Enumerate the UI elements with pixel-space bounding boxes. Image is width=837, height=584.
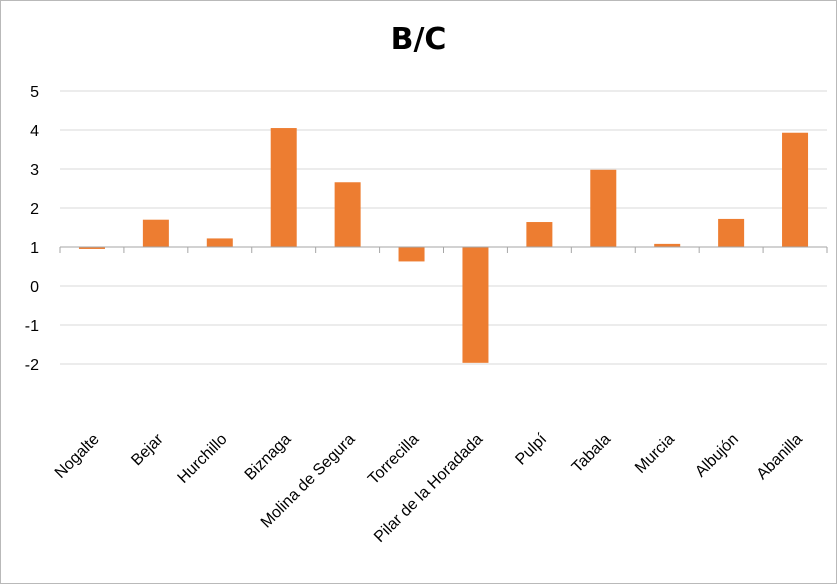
bar [718,218,745,247]
category-label: Abanilla [754,431,806,483]
category-label: Pulpí [512,430,550,468]
bar [334,182,361,247]
bar [462,247,489,363]
y-tick-label: 2 [30,201,39,218]
bar [782,132,809,247]
category-label: Albujón [692,431,742,481]
chart-title: B/C [390,22,447,57]
y-tick-label: 5 [30,84,39,101]
bar [270,128,297,247]
category-label: Biznaga [242,431,295,484]
y-tick-label: -2 [25,357,39,374]
category-label: Nogalte [52,431,103,482]
x-axis [59,246,828,253]
category-label: Murcia [632,431,678,477]
category-label: Tabala [569,431,614,476]
bar [142,219,169,247]
bar [78,247,105,249]
bar [654,243,681,247]
bar [590,169,617,247]
gridlines [60,90,827,365]
bar [398,247,425,262]
y-tick-labels: 5 4 3 2 1 0 -1 -2 [25,84,39,374]
category-label: Hurchillo [175,431,231,487]
y-tick-label: 0 [30,279,39,296]
category-label: Pilar de la Horadada [371,431,486,546]
y-tick-label: 1 [30,240,39,257]
bar [206,238,233,247]
category-label: Torrecilla [365,431,422,488]
bar [526,222,553,247]
y-tick-label: 4 [30,123,39,140]
y-tick-label: -1 [25,318,39,335]
category-label: Bejar [128,430,167,469]
bars [78,128,809,363]
y-tick-label: 3 [30,162,39,179]
